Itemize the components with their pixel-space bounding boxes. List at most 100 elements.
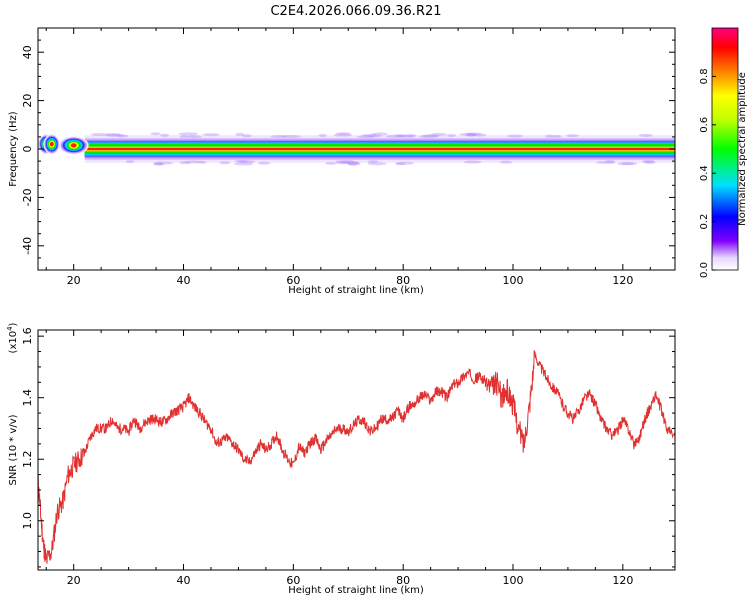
x-tick-label: 20 bbox=[67, 574, 81, 587]
ridge-speckle bbox=[621, 162, 638, 166]
y-tick-label: 0 bbox=[21, 146, 34, 153]
x-tick-label: 100 bbox=[503, 274, 524, 287]
ridge-speckle bbox=[385, 134, 405, 138]
ridge-speckle bbox=[397, 134, 415, 138]
ridge-speckle bbox=[431, 132, 447, 136]
ridge-speckle bbox=[233, 162, 254, 166]
ridge-speckle bbox=[336, 132, 351, 136]
snr-line bbox=[38, 350, 675, 564]
ridge-speckle bbox=[596, 160, 616, 164]
x-tick-label: 60 bbox=[286, 574, 300, 587]
ridge-speckle bbox=[125, 160, 135, 164]
colorbar-tick-label: 0.6 bbox=[699, 117, 710, 133]
ridge-speckle bbox=[371, 132, 389, 136]
ridge-speckle bbox=[333, 133, 353, 137]
ridge-speckle bbox=[318, 133, 327, 137]
ridge-speckle bbox=[160, 133, 170, 137]
ridge-speckle bbox=[617, 162, 634, 166]
ridge-speckle bbox=[340, 160, 360, 164]
ridge-speckle bbox=[367, 160, 379, 164]
ridge-speckle bbox=[507, 134, 523, 138]
ridge-speckle bbox=[238, 160, 256, 164]
ridge-speckle bbox=[241, 134, 252, 138]
ridge-speckle bbox=[153, 161, 174, 165]
snr-plot-area bbox=[38, 350, 675, 564]
colorbar: 0.0 0.2 0.4 0.6 0.8 Normalized spectral ampl… bbox=[699, 27, 748, 278]
y-tick-label: -20 bbox=[21, 188, 34, 206]
ridge-speckle bbox=[345, 161, 360, 165]
ridge-speckle bbox=[90, 133, 108, 137]
ridge-speckle bbox=[257, 161, 271, 165]
x-tick-label: 120 bbox=[612, 274, 633, 287]
spectrogram-y-label: Frequency (Hz) bbox=[8, 111, 19, 187]
y-tick-label: 1.4 bbox=[21, 389, 34, 407]
ridge-speckle bbox=[368, 134, 382, 138]
colorbar-tick-label: 0.4 bbox=[699, 165, 710, 181]
ridge-speckle bbox=[178, 132, 199, 136]
ridge-speckle bbox=[545, 134, 554, 138]
ridge-speckle bbox=[463, 160, 482, 164]
spectrogram-x-label: Height of straight line (km) bbox=[288, 285, 424, 296]
colorbar-tick-label: 0.8 bbox=[699, 68, 710, 84]
ridge-speckle bbox=[395, 161, 414, 165]
ridge-speckle bbox=[422, 134, 440, 138]
x-tick-label: 80 bbox=[396, 274, 410, 287]
ridge-speckle bbox=[565, 134, 580, 138]
ridge-speckle bbox=[105, 133, 126, 137]
ridge-speckle bbox=[418, 134, 439, 138]
ridge-speckle bbox=[643, 160, 656, 164]
ridge-band-7 bbox=[84, 148, 675, 150]
ridge-speckle bbox=[335, 161, 350, 165]
snr-panel: 20 40 60 80 100 120 1.0 1.2 1.4 1.6 Height of str… bbox=[6, 322, 676, 596]
x-tick-label: 80 bbox=[396, 574, 410, 587]
ridge-speckle bbox=[404, 134, 417, 138]
y-tick-label: 1.6 bbox=[21, 327, 34, 345]
snr-x-label: Height of straight line (km) bbox=[288, 585, 424, 596]
ridge-speckle bbox=[270, 134, 288, 138]
ridge-speckle bbox=[459, 132, 477, 136]
ridge-speckle bbox=[367, 162, 387, 166]
x-tick-label: 20 bbox=[67, 274, 81, 287]
snr-frame bbox=[37, 329, 676, 571]
snr-y-label: SNR (10 * v/v) bbox=[8, 414, 19, 485]
ridge-speckle bbox=[184, 160, 202, 164]
ridge-speckle bbox=[335, 160, 355, 164]
chart-title: C2E4.2026.066.09.36.R21 bbox=[270, 4, 441, 19]
ridge-speckle bbox=[638, 133, 653, 137]
x-tick-label: 100 bbox=[503, 574, 524, 587]
colorbar-tick-label: 0.0 bbox=[699, 262, 710, 278]
ridge-blob-1-6 bbox=[49, 141, 54, 147]
ridge-speckle bbox=[235, 159, 248, 163]
ridge-speckle bbox=[186, 135, 202, 139]
ridge-speckle bbox=[466, 133, 477, 137]
y-tick-label: -40 bbox=[21, 237, 34, 255]
ridge-speckle bbox=[551, 134, 562, 138]
snr-axes: 20 40 60 80 100 120 1.0 1.2 1.4 1.6 bbox=[21, 327, 675, 587]
y-tick-label: 1.0 bbox=[21, 512, 34, 530]
x-tick-label: 40 bbox=[177, 274, 191, 287]
ridge-speckle bbox=[202, 133, 220, 137]
ridge-speckle bbox=[116, 134, 129, 138]
ridge-speckle bbox=[605, 160, 616, 164]
ridge-speckle bbox=[150, 132, 161, 136]
ridge-speckle bbox=[472, 133, 487, 137]
ridge-speckle bbox=[155, 162, 164, 166]
x-tick-label: 120 bbox=[612, 574, 633, 587]
ridge-speckle bbox=[179, 161, 191, 165]
ridge-speckle bbox=[395, 162, 406, 166]
ridge-speckle bbox=[394, 134, 406, 138]
colorbar-gradient bbox=[711, 27, 739, 271]
ridge-blob-2-6 bbox=[70, 143, 77, 148]
ridge-speckle bbox=[104, 133, 121, 137]
ridge-speckle bbox=[235, 132, 245, 136]
ridge-speckle bbox=[198, 160, 207, 164]
snr-y-multiplier: (x104) bbox=[6, 322, 19, 353]
colorbar-label: Normalized spectral amplitude bbox=[737, 72, 748, 226]
ridge-speckle bbox=[325, 161, 337, 165]
ridge-speckle bbox=[347, 162, 361, 166]
ridge-speckle bbox=[499, 160, 513, 164]
spectrogram-axes: 20 40 60 80 100 120 -40 -20 0 20 40 bbox=[21, 27, 675, 287]
ridge-speckle bbox=[446, 133, 456, 137]
ridge-speckle bbox=[219, 161, 231, 165]
